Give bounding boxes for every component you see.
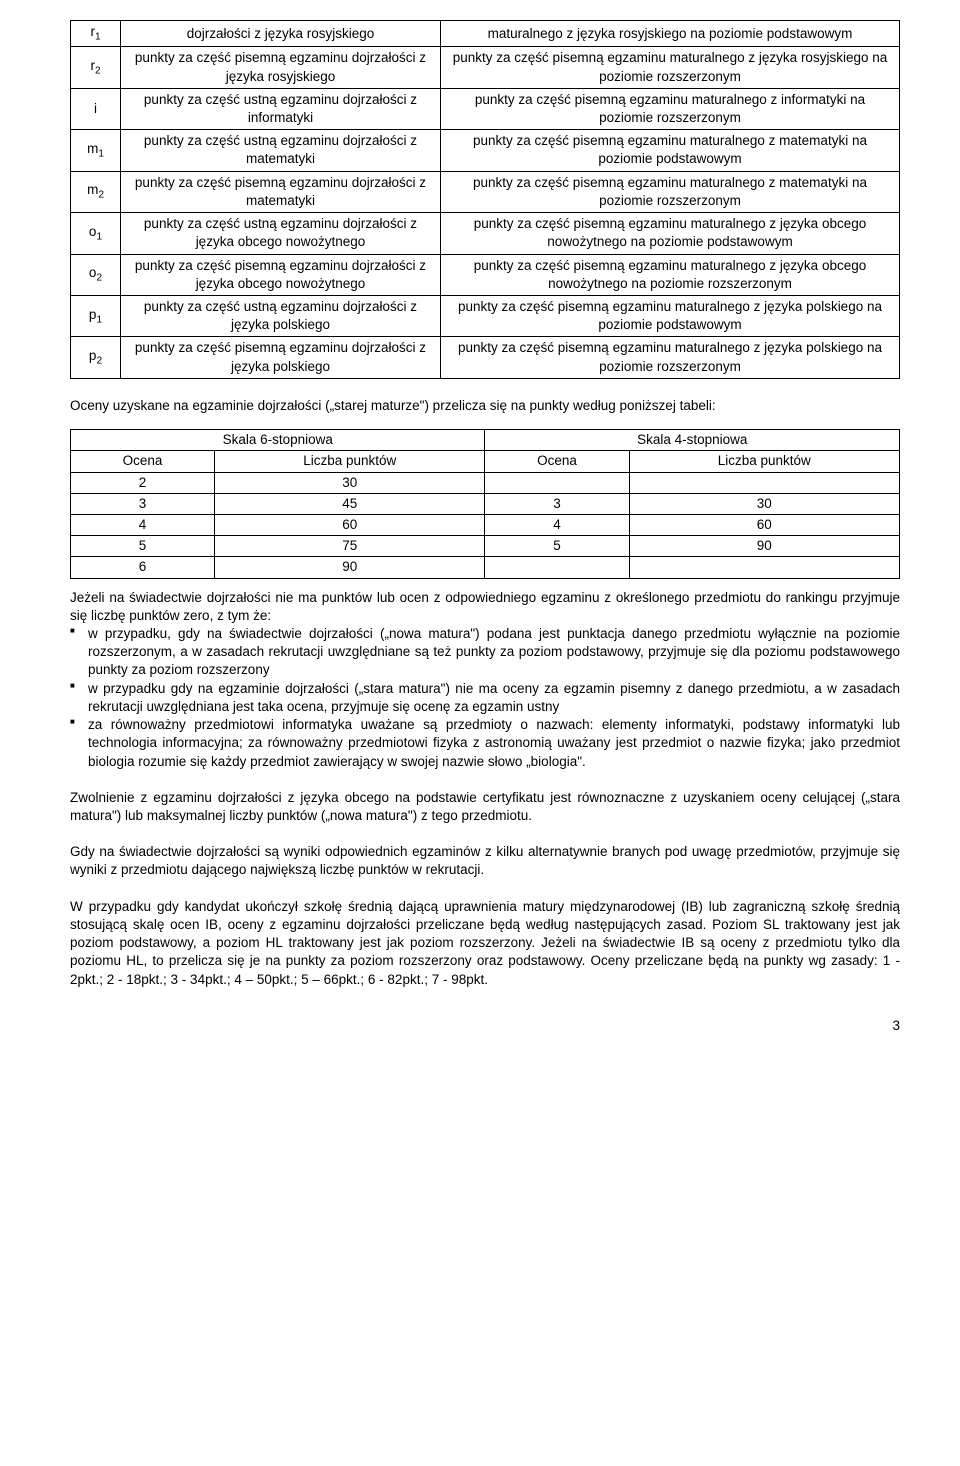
symbol-cell: r2 bbox=[71, 47, 121, 88]
conversion-cell: 60 bbox=[215, 514, 485, 535]
symbol-cell: p1 bbox=[71, 295, 121, 336]
right-def-cell: punkty za część pisemną egzaminu matural… bbox=[441, 171, 900, 212]
exception-item: za równoważny przedmiotowi informatyka u… bbox=[70, 716, 900, 771]
conversion-cell bbox=[629, 472, 899, 493]
symbol-cell: o1 bbox=[71, 213, 121, 254]
exceptions-list: w przypadku, gdy na świadectwie dojrzało… bbox=[70, 625, 900, 771]
conversion-cell: 45 bbox=[215, 493, 485, 514]
col-ocena-4: Ocena bbox=[485, 451, 629, 472]
paragraph-ib: W przypadku gdy kandydat ukończył szkołę… bbox=[70, 898, 900, 989]
conversion-cell bbox=[629, 557, 899, 578]
left-def-cell: punkty za część pisemną egzaminu dojrzał… bbox=[121, 47, 441, 88]
page-number: 3 bbox=[70, 1017, 900, 1035]
left-def-cell: punkty za część pisemną egzaminu dojrzał… bbox=[121, 337, 441, 378]
conversion-cell: 5 bbox=[485, 536, 629, 557]
conversion-cell: 30 bbox=[629, 493, 899, 514]
right-def-cell: punkty za część pisemną egzaminu matural… bbox=[441, 337, 900, 378]
left-def-cell: punkty za część ustną egzaminu dojrzałoś… bbox=[121, 130, 441, 171]
conversion-cell: 60 bbox=[629, 514, 899, 535]
conversion-table-wrap: Skala 6-stopniowa Skala 4-stopniowa Ocen… bbox=[70, 429, 900, 579]
paragraph-cert-exempt: Zwolnienie z egzaminu dojrzałości z języ… bbox=[70, 789, 900, 825]
conversion-cell: 30 bbox=[215, 472, 485, 493]
conversion-cell bbox=[485, 472, 629, 493]
conversion-cell: 90 bbox=[629, 536, 899, 557]
col-ocena-6: Ocena bbox=[71, 451, 215, 472]
right-def-cell: maturalnego z języka rosyjskiego na pozi… bbox=[441, 21, 900, 47]
symbol-cell: p2 bbox=[71, 337, 121, 378]
definitions-table: r1dojrzałości z języka rosyjskiegomatura… bbox=[70, 20, 900, 379]
symbol-cell: m1 bbox=[71, 130, 121, 171]
symbol-cell: o2 bbox=[71, 254, 121, 295]
paragraph-intro-scaletable: Oceny uzyskane na egzaminie dojrzałości … bbox=[70, 397, 900, 415]
conversion-cell: 6 bbox=[71, 557, 215, 578]
right-def-cell: punkty za część pisemną egzaminu matural… bbox=[441, 47, 900, 88]
left-def-cell: punkty za część ustną egzaminu dojrzałoś… bbox=[121, 295, 441, 336]
conversion-cell: 90 bbox=[215, 557, 485, 578]
left-def-cell: punkty za część ustną egzaminu dojrzałoś… bbox=[121, 88, 441, 129]
symbol-cell: i bbox=[71, 88, 121, 129]
conversion-cell: 3 bbox=[71, 493, 215, 514]
scale6-header: Skala 6-stopniowa bbox=[71, 430, 485, 451]
conversion-cell: 4 bbox=[71, 514, 215, 535]
col-pkt-4: Liczba punktów bbox=[629, 451, 899, 472]
left-def-cell: punkty za część ustną egzaminu dojrzałoś… bbox=[121, 213, 441, 254]
conversion-cell bbox=[485, 557, 629, 578]
conversion-cell: 4 bbox=[485, 514, 629, 535]
right-def-cell: punkty za część pisemną egzaminu matural… bbox=[441, 213, 900, 254]
left-def-cell: punkty za część pisemną egzaminu dojrzał… bbox=[121, 171, 441, 212]
conversion-cell: 3 bbox=[485, 493, 629, 514]
right-def-cell: punkty za część pisemną egzaminu matural… bbox=[441, 88, 900, 129]
right-def-cell: punkty za część pisemną egzaminu matural… bbox=[441, 254, 900, 295]
conversion-cell: 75 bbox=[215, 536, 485, 557]
right-def-cell: punkty za część pisemną egzaminu matural… bbox=[441, 130, 900, 171]
col-pkt-6: Liczba punktów bbox=[215, 451, 485, 472]
left-def-cell: punkty za część pisemną egzaminu dojrzał… bbox=[121, 254, 441, 295]
exception-item: w przypadku gdy na egzaminie dojrzałości… bbox=[70, 680, 900, 716]
paragraph-multi-subjects: Gdy na świadectwie dojrzałości są wyniki… bbox=[70, 843, 900, 879]
conversion-table: Skala 6-stopniowa Skala 4-stopniowa Ocen… bbox=[70, 429, 900, 579]
conversion-cell: 5 bbox=[71, 536, 215, 557]
symbol-cell: r1 bbox=[71, 21, 121, 47]
scale4-header: Skala 4-stopniowa bbox=[485, 430, 900, 451]
right-def-cell: punkty za część pisemną egzaminu matural… bbox=[441, 295, 900, 336]
conversion-cell: 2 bbox=[71, 472, 215, 493]
exception-item: w przypadku, gdy na świadectwie dojrzało… bbox=[70, 625, 900, 680]
paragraph-zero-rule: Jeżeli na świadectwie dojrzałości nie ma… bbox=[70, 589, 900, 625]
left-def-cell: dojrzałości z języka rosyjskiego bbox=[121, 21, 441, 47]
symbol-cell: m2 bbox=[71, 171, 121, 212]
